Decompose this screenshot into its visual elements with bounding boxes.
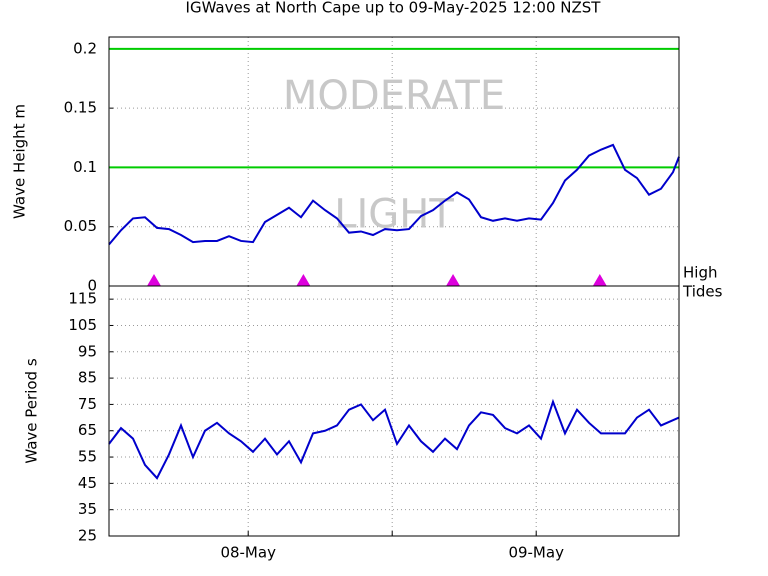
- y-axis-label: Wave Period s: [23, 358, 41, 463]
- y-tick-label: 0.05: [64, 217, 97, 235]
- high-tide-marker: [147, 274, 161, 286]
- y-tick-label: 55: [78, 448, 97, 466]
- y-tick-label: 105: [68, 316, 97, 334]
- y-tick-label: 85: [78, 369, 97, 387]
- y-tick-label: 95: [78, 342, 97, 360]
- series-line: [108, 398, 680, 480]
- high-tide-marker: [592, 274, 607, 286]
- tide-label: High: [683, 264, 717, 282]
- y-tick-label: 45: [78, 474, 97, 492]
- y-tick-label: 75: [78, 395, 97, 413]
- series-line: [108, 143, 680, 246]
- y-tick-label: 35: [78, 500, 97, 518]
- zone-label: MODERATE: [283, 73, 505, 119]
- y-tick-label: 65: [78, 421, 97, 439]
- high-tide-marker: [446, 274, 461, 286]
- y-tick-label: 25: [78, 527, 97, 545]
- x-tick-label: 09-May: [508, 544, 564, 562]
- plot-frame: [108, 285, 680, 537]
- y-tick-label: 0: [87, 277, 97, 295]
- chart-title: IGWaves at North Cape up to 09-May-2025 …: [186, 0, 602, 17]
- x-tick-label: 08-May: [220, 544, 276, 562]
- high-tide-marker: [296, 274, 311, 286]
- y-axis-label: Wave Height m: [11, 104, 29, 219]
- y-tick-label: 115: [68, 290, 97, 308]
- y-tick-label: 0.15: [64, 99, 97, 117]
- tide-label: Tides: [682, 283, 723, 301]
- y-tick-label: 0.1: [73, 158, 97, 176]
- y-tick-label: 0.2: [73, 39, 97, 57]
